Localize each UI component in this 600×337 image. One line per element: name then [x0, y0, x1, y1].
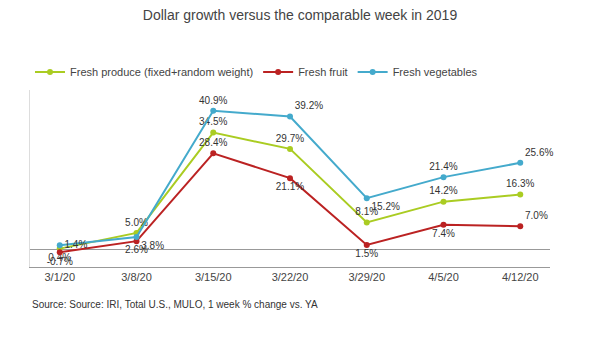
svg-text:15.2%: 15.2%	[372, 201, 400, 212]
svg-text:4/5/20: 4/5/20	[428, 271, 459, 283]
svg-text:Fresh fruit: Fresh fruit	[298, 66, 348, 78]
svg-text:1.5%: 1.5%	[355, 248, 378, 259]
svg-text:3.8%: 3.8%	[141, 240, 164, 251]
svg-text:Source: Source: IRI, Total U.S: Source: Source: IRI, Total U.S., MULO, 1…	[32, 299, 318, 310]
svg-text:8.1%: 8.1%	[355, 206, 378, 217]
svg-text:28.4%: 28.4%	[199, 137, 227, 148]
svg-text:3/8/20: 3/8/20	[121, 271, 152, 283]
svg-text:Fresh vegetables: Fresh vegetables	[393, 66, 478, 78]
svg-text:1.4%: 1.4%	[65, 239, 88, 250]
svg-text:25.6%: 25.6%	[525, 147, 553, 158]
svg-text:21.4%: 21.4%	[429, 161, 457, 172]
svg-text:3/1/20: 3/1/20	[44, 271, 75, 283]
svg-text:14.2%: 14.2%	[429, 185, 457, 196]
svg-text:5.0%: 5.0%	[125, 217, 148, 228]
svg-text:39.2%: 39.2%	[295, 100, 323, 111]
svg-text:16.3%: 16.3%	[506, 178, 534, 189]
svg-text:21.1%: 21.1%	[276, 181, 304, 192]
svg-text:Fresh produce (fixed+random we: Fresh produce (fixed+random weight)	[70, 66, 253, 78]
svg-text:2.6%: 2.6%	[125, 244, 148, 255]
svg-text:4/12/20: 4/12/20	[502, 271, 539, 283]
svg-text:-0.7%: -0.7%	[47, 256, 73, 267]
svg-text:3/29/20: 3/29/20	[348, 271, 385, 283]
svg-text:40.9%: 40.9%	[199, 95, 227, 106]
svg-text:7.4%: 7.4%	[432, 228, 455, 239]
svg-text:0.4%: 0.4%	[48, 252, 71, 263]
svg-text:3/15/20: 3/15/20	[195, 271, 232, 283]
svg-text:3/22/20: 3/22/20	[272, 271, 309, 283]
svg-text:7.0%: 7.0%	[525, 210, 548, 221]
svg-text:29.7%: 29.7%	[276, 133, 304, 144]
svg-text:Dollar growth versus the compa: Dollar growth versus the comparable week…	[143, 7, 458, 23]
svg-text:34.5%: 34.5%	[199, 116, 227, 127]
